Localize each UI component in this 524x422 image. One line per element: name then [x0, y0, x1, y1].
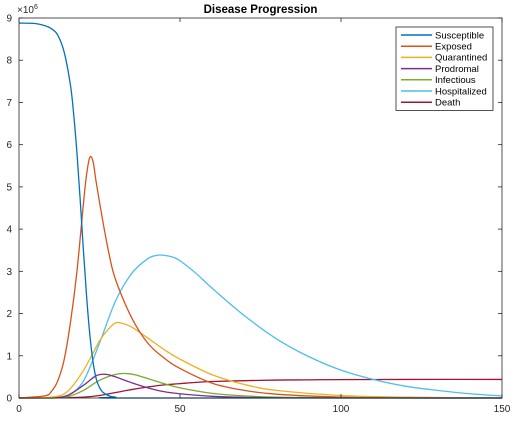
y-tick-label: 8: [6, 56, 12, 67]
y-tick-label: 4: [6, 225, 12, 236]
y-tick-label: 0: [6, 394, 12, 405]
legend-label-infectious: Infectious: [435, 75, 476, 86]
axes-box: [18, 17, 503, 399]
x-tick-label: 100: [333, 404, 350, 415]
x-tick-label: 0: [16, 404, 22, 415]
y-axis-multiplier-exponent: 6: [34, 4, 38, 11]
series-line-death: [19, 378, 503, 399]
y-tick-label: 6: [6, 140, 12, 151]
series-line-exposed: [18, 155, 503, 399]
y-tick-label: 5: [6, 182, 12, 193]
legend-label-exposed: Exposed: [435, 42, 472, 53]
y-tick-label: 2: [6, 309, 12, 320]
series-line-quarantined: [18, 321, 503, 399]
ticks-layer: 0 50 100 150 0 1 2 3 4 5 6 7 8 9: [6, 14, 510, 416]
y-axis-multiplier: ×106: [17, 4, 38, 16]
chart-title: Disease Progression: [204, 4, 318, 16]
series-line-susceptible: [18, 22, 502, 399]
y-tick-label: 7: [6, 98, 12, 109]
y-tick-label: 3: [6, 267, 12, 278]
x-tick-label: 150: [494, 404, 511, 415]
x-tick-label: 50: [174, 404, 186, 415]
legend: SusceptibleExposedQuarantinedProdromalIn…: [395, 26, 494, 111]
legend-label-quarantined: Quarantined: [435, 53, 487, 64]
legend-label-hospitalized: Hospitalized: [435, 86, 487, 97]
legend-label-prodromal: Prodromal: [435, 64, 479, 75]
y-axis-multiplier-base: ×10: [17, 5, 34, 16]
series-line-hospitalized: [19, 254, 503, 399]
y-tick-label: 9: [6, 14, 12, 25]
legend-label-death: Death: [435, 98, 460, 109]
y-tick-label: 1: [6, 351, 12, 362]
legend-label-susceptible: Susceptible: [435, 30, 484, 41]
